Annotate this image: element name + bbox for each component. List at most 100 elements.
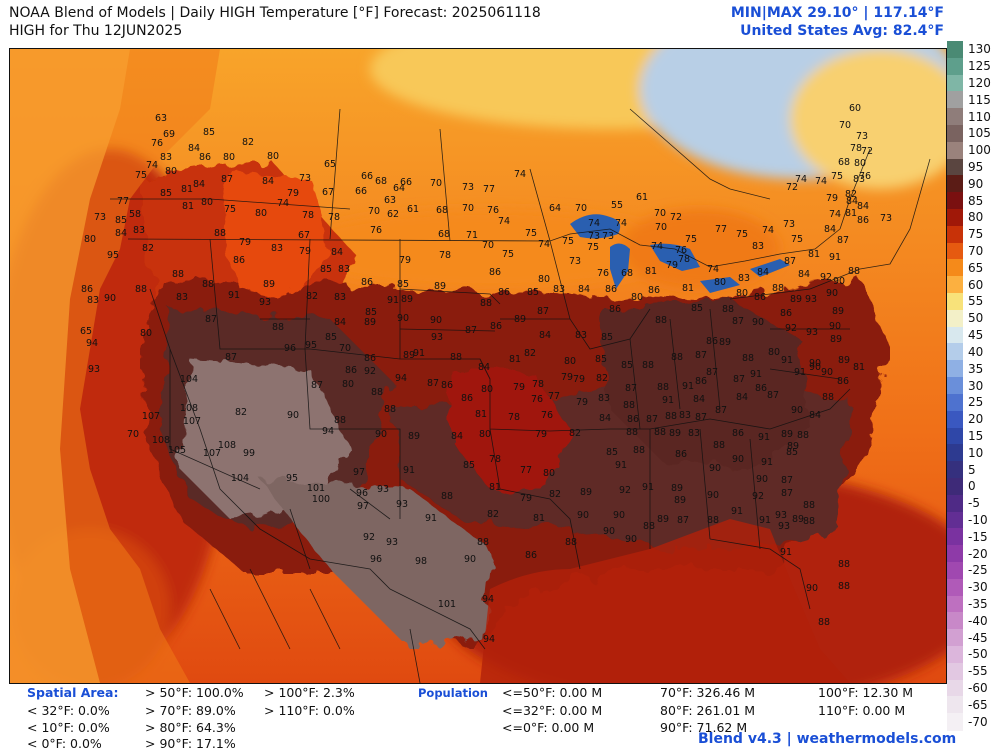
- temperature-label: 86: [675, 449, 687, 460]
- temperature-label: 73: [299, 173, 311, 184]
- temperature-label: 96: [356, 488, 368, 499]
- temperature-label: 80: [714, 277, 726, 288]
- temperature-label: 79: [666, 260, 678, 271]
- temperature-label: 107: [183, 416, 201, 427]
- temperature-label: 91: [642, 482, 654, 493]
- temperature-label: 85: [160, 188, 172, 199]
- temperature-label: 87: [646, 414, 658, 425]
- temperature-label: 88: [214, 228, 226, 239]
- temperature-label: 105: [168, 445, 186, 456]
- temperature-label: 86: [525, 550, 537, 561]
- temperature-label: 82: [845, 189, 857, 200]
- temperature-label: 76: [487, 205, 499, 216]
- temperature-label: 86: [755, 383, 767, 394]
- temperature-label: 91: [662, 395, 674, 406]
- temperature-label: 75: [562, 236, 574, 247]
- temperature-label: 84: [809, 410, 821, 421]
- temperature-label: 80: [736, 288, 748, 299]
- temperature-label: 85: [595, 354, 607, 365]
- colorbar-label: 45: [968, 328, 984, 343]
- temperature-label: 87: [625, 383, 637, 394]
- temperature-label: 90: [732, 454, 744, 465]
- temperature-label: 78: [489, 454, 501, 465]
- temperature-label: 86: [461, 393, 473, 404]
- temperature-label: 88: [838, 559, 850, 570]
- temperature-label: 83: [334, 292, 346, 303]
- temperature-label: 90: [707, 490, 719, 501]
- colorbar-segment: [947, 477, 963, 496]
- temperature-label: 92: [364, 366, 376, 377]
- temperature-label: 72: [670, 212, 682, 223]
- colorbar-segment: [947, 427, 963, 445]
- temperature-label: 81: [682, 283, 694, 294]
- temperature-label: 58: [129, 209, 141, 220]
- colorbar-segment: [947, 293, 963, 311]
- temperature-label: 86: [361, 277, 373, 288]
- temperature-label: 77: [715, 224, 727, 235]
- temperature-label: 85: [786, 447, 798, 458]
- temperature-label: 74: [829, 209, 841, 220]
- temperature-label: 81: [808, 249, 820, 260]
- colorbar-segment: [947, 343, 963, 361]
- colorbar-label: -25: [968, 563, 988, 578]
- colorbar-segment: [947, 696, 963, 714]
- temperature-label: 92: [820, 272, 832, 283]
- temperature-label: 87: [311, 380, 323, 391]
- temperature-label: 80: [564, 356, 576, 367]
- colorbar-segment: [947, 461, 963, 479]
- temperature-label: 80: [223, 152, 235, 163]
- temperature-label: 83: [738, 273, 750, 284]
- temperature-label: 85: [606, 447, 618, 458]
- temperature-label: 89: [787, 441, 799, 452]
- temperature-label: 90: [809, 362, 821, 373]
- temperature-label: 81: [645, 266, 657, 277]
- temperature-label: 99: [243, 448, 255, 459]
- temperature-label: 87: [427, 378, 439, 389]
- temperature-label: 89: [514, 314, 526, 325]
- temperature-label: 89: [838, 355, 850, 366]
- temperature-label: 93: [806, 327, 818, 338]
- temperature-label: 84: [824, 224, 836, 235]
- colorbar-label: 125: [968, 59, 991, 74]
- temperature-label: 70: [462, 203, 474, 214]
- temperature-label: 88: [626, 427, 638, 438]
- temperature-label: 80: [854, 158, 866, 169]
- colorbar-segment: [947, 57, 963, 76]
- colorbar-label: -5: [968, 496, 980, 511]
- colorbar-label: -50: [968, 647, 988, 662]
- temperature-label: 89: [434, 281, 446, 292]
- temperature-label: 61: [407, 204, 419, 215]
- colorbar-segment: [947, 629, 963, 647]
- temperature-label: 90: [756, 474, 768, 485]
- temperature-label: 91: [413, 348, 425, 359]
- temperature-label: 93: [775, 510, 787, 521]
- temperature-label: 69: [163, 129, 175, 140]
- temperature-label: 93: [778, 521, 790, 532]
- temperature-label: 86: [695, 376, 707, 387]
- temperature-label: 91: [731, 506, 743, 517]
- temperature-label: 83: [338, 264, 350, 275]
- temperature-label: 79: [561, 372, 573, 383]
- colorbar-segment: [947, 242, 963, 261]
- temperature-label: 89: [832, 306, 844, 317]
- temperature-label: 82: [235, 407, 247, 418]
- temperature-label: 83: [752, 241, 764, 252]
- temperature-label: 90: [375, 429, 387, 440]
- colorbar-label: -10: [968, 512, 988, 527]
- temperature-label: 91: [829, 252, 841, 263]
- colorbar-segment: [947, 679, 963, 697]
- temperature-label: 67: [322, 187, 334, 198]
- temperature-label: 78: [302, 210, 314, 221]
- temperature-label: 60: [849, 103, 861, 114]
- temperature-label: 90: [464, 554, 476, 565]
- colorbar-label: 130: [968, 42, 991, 57]
- colorbar-label: -40: [968, 613, 988, 628]
- colorbar-label: -60: [968, 680, 988, 695]
- temperature-label: 86: [489, 267, 501, 278]
- temperature-label: 82: [524, 348, 536, 359]
- colorbar-label: 75: [968, 227, 984, 242]
- temperature-label: 82: [142, 243, 154, 254]
- temperature-label: 86: [732, 428, 744, 439]
- temperature-label: 107: [142, 411, 160, 422]
- temperature-label: 78: [508, 412, 520, 423]
